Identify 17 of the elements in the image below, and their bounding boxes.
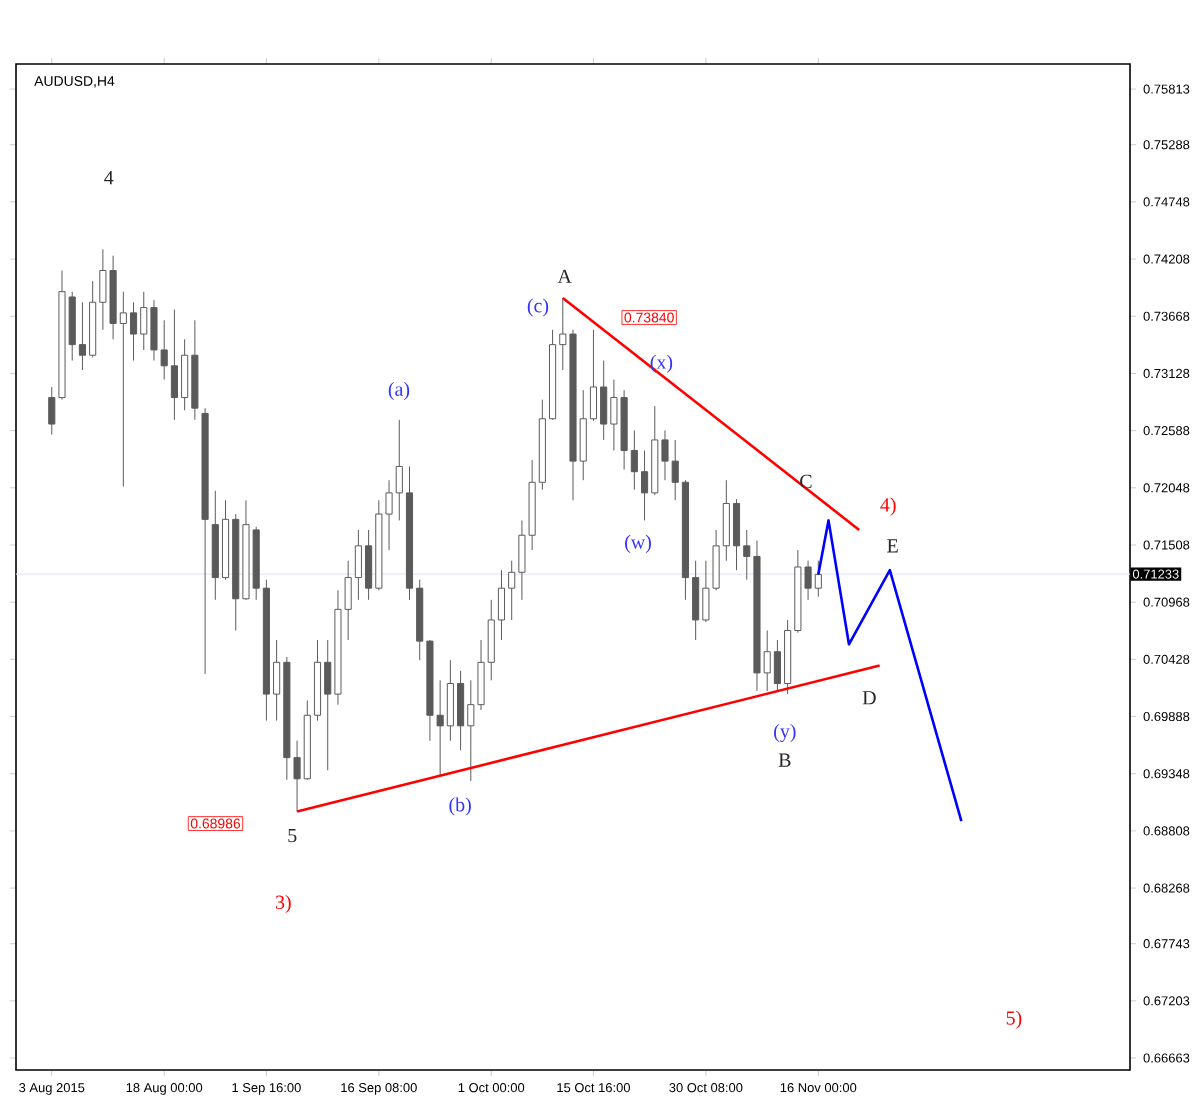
annotation: 5) [1006, 1010, 1022, 1029]
annotation: 5 [288, 828, 297, 843]
annotation: (w) [625, 534, 651, 553]
annotation: E [887, 539, 898, 553]
annotation: 4) [880, 497, 896, 516]
line-series [817, 519, 963, 823]
annotation: B [778, 753, 791, 767]
annotation: (x) [650, 354, 673, 373]
annotation: 4 [104, 171, 114, 185]
annotation: 3) [276, 894, 291, 914]
annotation: D [862, 691, 876, 705]
annotation: A [557, 269, 572, 283]
annotation: (c) [527, 298, 549, 317]
annotation: C [800, 474, 812, 489]
annotation: (y) [774, 723, 796, 743]
annotation: (b) [449, 797, 471, 816]
annotation: (a) [388, 381, 410, 400]
